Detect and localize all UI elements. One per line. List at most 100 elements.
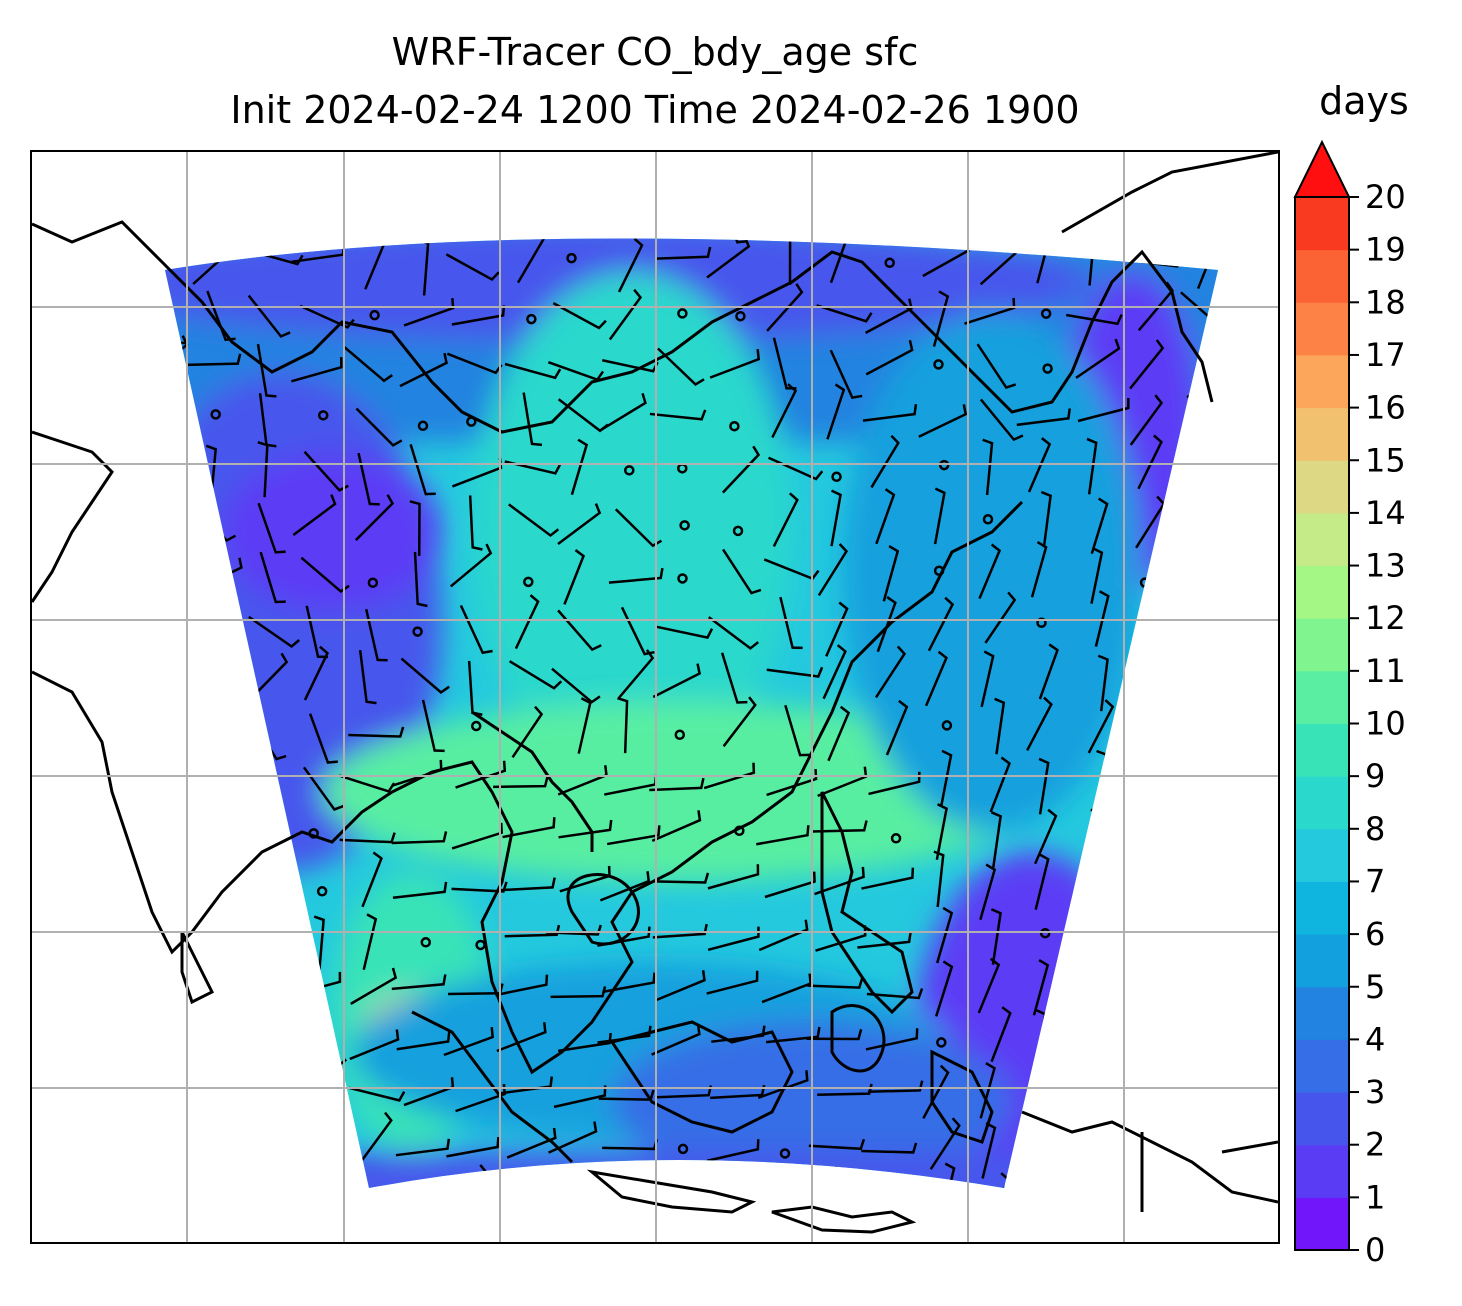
calm-wind-circle [1040,308,1052,319]
wind-barb [829,238,850,284]
colorbar-blocks [1293,139,1351,1251]
wind-barb [165,335,189,380]
wind-barb [933,850,945,908]
wind-barb [349,1029,400,1061]
wind-barb [146,391,156,446]
calm-wind-circle [885,202,893,210]
calm-wind-circle [256,885,267,897]
calm-wind-circle [624,465,635,476]
wind-barb [321,1176,336,1188]
wind-barb [165,1036,192,1049]
calm-wind-circle [470,720,482,732]
wind-barb [825,601,849,657]
wind-barb [654,194,700,227]
calm-wind-circle [1039,927,1051,939]
wind-barb [766,768,818,797]
calm-wind-circle [165,521,170,533]
wind-barb [558,1032,612,1053]
wind-barb [780,238,792,285]
wind-barb [865,298,913,334]
wind-barb [248,615,301,649]
wind-barb [451,305,506,326]
colorbar-tick-label: 11 [1365,652,1406,690]
wind-barb [302,766,345,811]
wind-barb [935,238,955,243]
calm-wind-circle [884,257,895,269]
calm-wind-circle [1142,885,1154,897]
wind-barb [446,1136,500,1158]
wind-barb [766,666,824,678]
wind-barb [935,803,948,860]
calm-wind-circle [158,209,166,217]
wind-barb [707,926,760,952]
wind-barb [717,238,748,244]
wind-barb [990,1006,1012,1063]
map-plot[interactable] [32,152,1278,1242]
calm-wind-circle [890,833,902,844]
colorbar-tick-label: 8 [1365,810,1385,848]
wind-barb [421,699,445,753]
wind-barb [572,1170,589,1188]
wind-barb [861,867,915,890]
wind-barb [1097,654,1109,712]
wind-barb [1193,652,1208,710]
wind-barb [1149,1121,1164,1178]
wind-barb [608,288,643,341]
wind-barb [183,606,236,632]
calm-wind-circle [1042,363,1053,374]
colorbar-level-3 [1295,1039,1349,1093]
wind-barb [984,591,1017,644]
wind-barb [552,301,607,330]
wind-barb [1034,853,1050,910]
wind-barb [978,543,1002,600]
wind-barb [165,548,174,600]
wind-barb [1041,1063,1056,1121]
wind-barb [808,1138,866,1151]
wind-barb [146,442,156,497]
wind-barb [504,924,561,938]
wind-barb [1137,434,1163,490]
wind-barb [200,705,212,762]
wind-barb [350,967,398,1005]
calm-wind-circle [938,459,950,471]
colorbar-tick-label: 15 [1365,441,1406,479]
colorbar-level-12 [1295,565,1349,619]
wind-barb [1090,547,1104,604]
wind-barb [354,494,395,542]
colorbar-level-1 [1295,1144,1349,1198]
wind-barb [504,460,562,475]
colorbar-tick-label: 12 [1365,599,1406,637]
wind-barb [649,409,707,421]
calm-wind-circle [735,310,746,322]
wind-barb [359,1111,393,1164]
wind-barb [548,1121,598,1154]
colorbar-tick-label: 16 [1365,389,1406,427]
wind-barb [506,1127,557,1159]
wind-barb [1075,338,1121,379]
wind-barb [652,663,702,699]
wind-barb [409,500,421,556]
wind-barb [617,697,629,754]
wind-barb [443,1026,494,1057]
wind-barb [757,1070,809,1099]
wind-barb [866,988,924,1000]
wind-barb [300,556,350,594]
wind-barb [256,343,277,398]
wind-barb [655,246,712,260]
wind-barb [348,726,405,738]
wind-barb [545,924,603,936]
wind-barb [285,1078,341,1093]
wind-barb [1086,437,1098,495]
wind-barb [1186,394,1218,435]
wind-barb [165,772,189,784]
wind-barb [722,696,757,748]
calm-wind-circle [367,577,379,588]
calm-wind-circle [317,410,329,421]
wind-barb [1026,696,1053,752]
wind-barb [979,398,1024,442]
calm-wind-circle [831,471,842,483]
colorbar-tick-label: 18 [1365,283,1406,321]
wind-barb [551,667,601,704]
wind-barb [1032,959,1050,1016]
